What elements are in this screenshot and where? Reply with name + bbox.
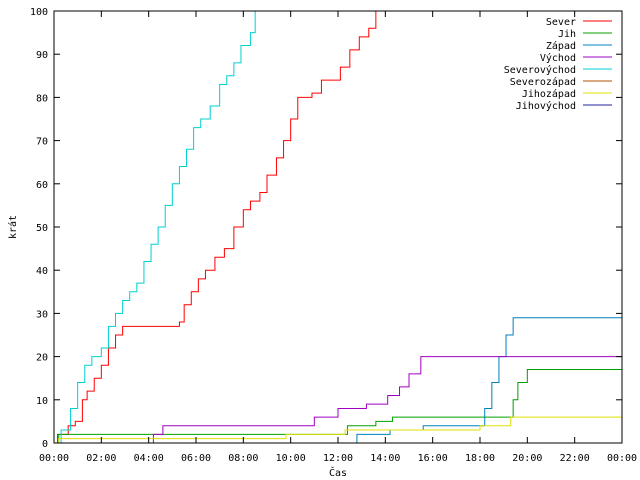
x-tick-label: 22:00 <box>560 453 590 464</box>
x-axis-label: Čas <box>329 466 347 479</box>
y-tick-label: 60 <box>36 180 48 191</box>
x-tick-label: 12:00 <box>323 453 353 464</box>
legend-label: Jihozápad <box>522 88 576 100</box>
x-tick-label: 14:00 <box>370 453 400 464</box>
y-axis-label: krát <box>7 215 19 239</box>
series-line-4 <box>54 11 256 443</box>
legend-label: Severovýchod <box>504 64 576 76</box>
y-tick-label: 0 <box>42 439 48 450</box>
y-tick-label: 50 <box>36 223 48 234</box>
plot-lines <box>54 11 622 443</box>
legend-label: Severozápad <box>510 76 576 88</box>
y-tick-label: 30 <box>36 309 48 320</box>
x-tick-label: 02:00 <box>86 453 116 464</box>
legend-label: Jihovýchod <box>516 100 576 112</box>
series-line-2 <box>54 317 622 443</box>
legend-label: Východ <box>540 52 576 64</box>
y-tick-label: 40 <box>36 266 48 277</box>
x-tick-label: 18:00 <box>465 453 495 464</box>
legend: SeverJihZápadVýchodSeverovýchodSeverozáp… <box>504 17 612 112</box>
series-line-6 <box>54 408 622 443</box>
x-tick-label: 06:00 <box>181 453 211 464</box>
y-axis: 0 10 20 30 40 50 60 70 80 90 100 <box>30 7 622 450</box>
y-tick-label: 20 <box>36 353 48 364</box>
x-axis: 00:00 02:00 04:00 06:00 08:00 10:00 12:00 14:00… <box>39 11 637 464</box>
legend-label: Sever <box>546 17 576 28</box>
y-tick-label: 70 <box>36 137 48 148</box>
x-tick-label: 04:00 <box>134 453 164 464</box>
series-line-3 <box>54 356 622 443</box>
legend-label: Západ <box>546 40 576 52</box>
x-tick-label: 20:00 <box>512 453 542 464</box>
x-tick-label: 10:00 <box>276 453 306 464</box>
x-tick-label: 16:00 <box>418 453 448 464</box>
series-line-0 <box>54 11 377 443</box>
y-tick-label: 90 <box>36 50 48 61</box>
legend-label: Jih <box>558 29 576 40</box>
x-tick-label: 08:00 <box>228 453 258 464</box>
series-line-1 <box>54 369 622 443</box>
x-tick-label: 00:00 <box>607 453 637 464</box>
x-tick-label: 00:00 <box>39 453 69 464</box>
y-tick-label: 80 <box>36 93 48 104</box>
y-tick-label: 100 <box>30 7 48 18</box>
y-tick-label: 10 <box>36 396 48 407</box>
